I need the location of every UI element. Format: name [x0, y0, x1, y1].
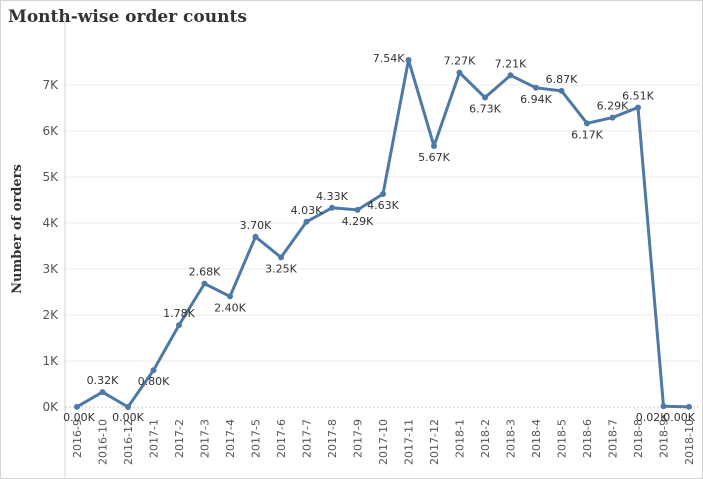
- x-tick-label: 2017-10: [377, 419, 390, 465]
- data-point: [686, 403, 692, 410]
- x-tick-label: 2017-1: [148, 419, 161, 458]
- x-tick-label: 2017-2: [173, 419, 186, 458]
- data-point: [201, 280, 208, 287]
- y-axis-title: Number of orders: [10, 164, 25, 294]
- x-tick-label: 2018-8: [632, 419, 645, 458]
- data-label: 7.27K: [444, 55, 476, 68]
- x-tick-label: 2017-3: [199, 419, 212, 458]
- data-point: [125, 403, 131, 410]
- data-label: 5.67K: [418, 151, 450, 164]
- data-point: [584, 120, 590, 127]
- data-point: [660, 403, 667, 410]
- x-tick-label: 2016-9: [71, 419, 84, 458]
- data-label: 0.02K: [636, 411, 668, 424]
- data-point: [533, 84, 539, 91]
- x-tick-label: 2018-9: [658, 419, 671, 458]
- x-tick-label: 2017-9: [352, 419, 365, 458]
- x-tick-label: 2017-11: [403, 419, 416, 465]
- data-labels: 0.00K 0.32K 0.00K 0.80K 1.78K 2.68K 2.40K 3.70K…: [63, 52, 696, 424]
- data-point: [507, 72, 514, 79]
- data-label: 4.63K: [367, 199, 399, 212]
- data-label: 6.29K: [597, 100, 629, 113]
- data-label: 6.87K: [546, 73, 578, 86]
- x-tick-label: 2017-7: [301, 419, 314, 458]
- data-point: [278, 254, 284, 261]
- data-label: 1.78K: [163, 307, 195, 320]
- chart-title: Month-wise order counts: [8, 7, 247, 27]
- x-tick-label: 2016-10: [97, 419, 110, 465]
- data-point: [354, 206, 361, 213]
- data-point: [609, 114, 616, 121]
- x-tick-label: 2017-6: [275, 419, 288, 458]
- data-label: 2.40K: [214, 301, 246, 314]
- x-tick-label: 2016-12: [122, 419, 135, 465]
- data-point: [456, 69, 463, 76]
- y-tick-label: 5K: [42, 170, 59, 184]
- data-label: 4.29K: [342, 215, 374, 228]
- data-label: 0.00K: [112, 411, 144, 424]
- data-label: 3.25K: [265, 262, 297, 275]
- y-tick-label: 3K: [42, 262, 59, 276]
- y-tick-label: 1K: [42, 354, 59, 368]
- data-point: [303, 218, 310, 225]
- data-point: [558, 87, 565, 94]
- series-orders: [74, 56, 692, 410]
- data-point: [635, 104, 641, 111]
- data-point: [405, 56, 412, 63]
- y-tick-label: 0K: [42, 400, 59, 414]
- y-tick-label: 6K: [42, 124, 59, 138]
- x-tick-label: 2018-10: [683, 419, 696, 465]
- x-tick-label: 2018-1: [454, 419, 467, 458]
- grid-lines: [65, 84, 701, 408]
- data-point: [150, 367, 157, 374]
- data-label: 6.51K: [622, 89, 654, 102]
- data-point: [74, 403, 80, 410]
- x-tick-label: 2018-2: [479, 419, 492, 458]
- data-label: 2.68K: [189, 266, 221, 279]
- x-tick-label: 2017-12: [428, 419, 441, 465]
- x-tick-label: 2018-4: [530, 419, 543, 458]
- data-label: 0.80K: [138, 375, 170, 388]
- data-label: 6.73K: [469, 103, 501, 116]
- data-label: 4.33K: [316, 190, 348, 203]
- data-point: [329, 204, 335, 211]
- x-tick-label: 2018-7: [607, 419, 620, 458]
- x-tick-label: 2017-8: [326, 419, 339, 458]
- data-label: 3.70K: [240, 219, 272, 232]
- data-label: 0.00K: [63, 411, 95, 424]
- y-tick-label: 4K: [42, 216, 59, 230]
- data-point: [99, 389, 106, 396]
- data-point: [227, 293, 233, 300]
- data-point: [431, 143, 437, 150]
- data-point: [482, 94, 488, 101]
- data-label: 7.21K: [495, 57, 527, 70]
- y-axis: 0K 1K 2K 3K 4K 5K 6K 7K: [42, 16, 66, 477]
- data-label: 0.00K: [663, 411, 695, 424]
- y-tick-label: 2K: [42, 308, 59, 322]
- x-tick-label: 2018-3: [505, 419, 518, 458]
- data-point: [380, 190, 386, 197]
- data-label: 4.03K: [291, 204, 323, 217]
- data-label: 6.17K: [571, 128, 603, 141]
- x-axis: 2016-9 2016-10 2016-12 2017-1 2017-2 2017-3 20…: [71, 419, 696, 465]
- x-tick-label: 2018-6: [581, 419, 594, 458]
- data-point: [252, 233, 259, 240]
- x-tick-label: 2017-5: [250, 419, 263, 458]
- x-tick-label: 2017-4: [224, 419, 237, 458]
- y-tick-label: 7K: [42, 78, 59, 92]
- data-label: 7.54K: [373, 52, 405, 65]
- x-tick-label: 2018-5: [556, 419, 569, 458]
- data-point: [176, 322, 182, 329]
- data-label: 6.94K: [520, 93, 552, 106]
- data-label: 0.32K: [87, 374, 119, 387]
